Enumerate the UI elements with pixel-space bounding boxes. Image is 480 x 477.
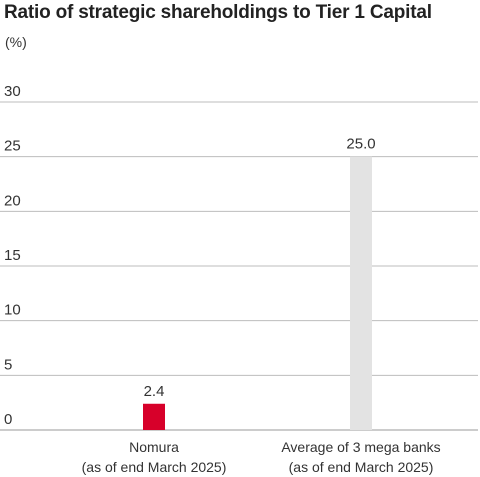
chart-title: Ratio of strategic shareholdings to Tier… — [4, 2, 432, 23]
category-label: (as of end March 2025) — [82, 459, 227, 475]
bar-value-label: 2.4 — [144, 383, 165, 400]
category-label: Average of 3 mega banks — [281, 439, 440, 455]
y-axis-unit-label: (%) — [5, 34, 27, 50]
bar-1 — [143, 403, 165, 430]
bar-value-label: 25.0 — [346, 136, 375, 153]
bar-2 — [350, 156, 372, 430]
gridlines — [0, 101, 478, 431]
y-tick-label: 25 — [4, 138, 21, 155]
category-label: Nomura — [129, 439, 179, 455]
y-tick-label: 30 — [4, 83, 21, 100]
bars — [143, 156, 372, 430]
y-tick-label: 10 — [4, 302, 21, 319]
y-tick-label: 15 — [4, 247, 21, 264]
y-tick-label: 0 — [4, 411, 12, 428]
category-label: (as of end March 2025) — [289, 459, 434, 475]
y-tick-label: 5 — [4, 356, 12, 373]
labels: 0 5 10 15 20 25 30 2.4 Nomura (as of end March 20… — [4, 83, 441, 475]
y-tick-label: 20 — [4, 192, 21, 209]
